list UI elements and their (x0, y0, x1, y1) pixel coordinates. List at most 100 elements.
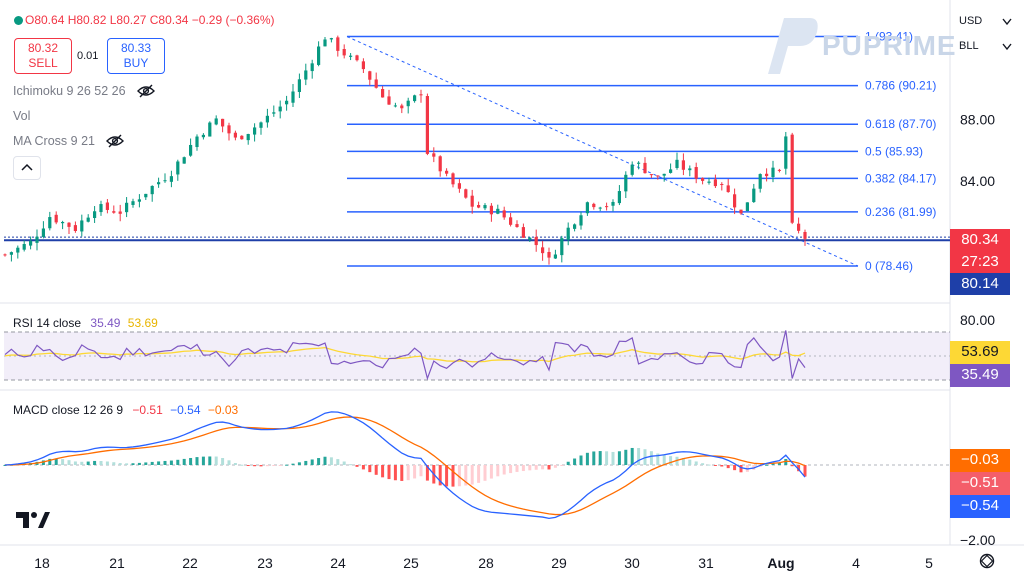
candle-body (150, 185, 154, 195)
rsi-label: RSI 14 close (13, 316, 82, 330)
fib-level-label: 0.618 (87.70) (865, 117, 936, 131)
sell-button[interactable]: 80.32 SELL (14, 38, 72, 74)
tradingview-logo-icon[interactable] (16, 510, 50, 530)
candle-body (131, 201, 135, 205)
last-price: 80.34 (961, 231, 999, 248)
candle-body (393, 105, 397, 107)
macd-histogram-bar (617, 451, 621, 465)
candle-body (790, 134, 794, 223)
buy-button[interactable]: 80.33 BUY (107, 38, 165, 74)
time-axis-label: 18 (34, 555, 50, 571)
macd-histogram-bar (41, 460, 45, 465)
candle-body (176, 161, 180, 175)
macd-histogram-bar (227, 460, 231, 465)
macd-histogram-bar (624, 449, 628, 465)
settings-gear-icon[interactable] (978, 552, 996, 570)
macd-histogram-bar (470, 465, 474, 485)
buy-label: BUY (123, 56, 149, 70)
macd-histogram-bar (329, 457, 333, 465)
candle-body (573, 224, 577, 229)
macd-histogram-bar (208, 456, 212, 465)
candle-body (73, 225, 77, 231)
candle-body (515, 224, 519, 228)
macd-histogram-bar (464, 465, 468, 486)
candle-body (560, 238, 564, 256)
macd-histogram-bar (707, 464, 711, 466)
macd-histogram-bar (342, 461, 346, 465)
indicator-vol[interactable]: Vol (13, 109, 30, 123)
macd-histogram-bar (400, 465, 404, 481)
chevron-down-icon (1002, 43, 1012, 51)
macd-histogram-bar (125, 463, 129, 465)
candle-body (355, 55, 359, 61)
macd-histogram-bar (662, 455, 666, 465)
candle-body (605, 206, 609, 208)
candle-body (291, 91, 295, 103)
macd-histogram-bar (784, 458, 788, 465)
macd-histogram-bar (144, 462, 148, 465)
candle-body (566, 227, 570, 240)
macd-histogram-bar (73, 461, 77, 465)
candle-body (745, 202, 749, 212)
macd-histogram-bar (713, 465, 717, 466)
macd-legend: MACD close 12 26 9 −0.51 −0.54 −0.03 (13, 403, 240, 417)
macd-histogram-bar (573, 458, 577, 465)
macd-histogram-bar (560, 465, 564, 466)
candle-body (259, 122, 263, 128)
macd-histogram-bar (649, 451, 653, 465)
unit-selector[interactable]: BLL (956, 35, 1016, 57)
rsi-ma-tag: 53.69 (950, 341, 1010, 364)
candle-body (502, 210, 506, 218)
indicator-ichimoku[interactable]: Ichimoku 9 26 52 26 (13, 84, 156, 98)
candle-body (675, 159, 679, 169)
candle-body (470, 195, 474, 207)
candle-body (233, 132, 237, 138)
eye-hidden-icon[interactable] (106, 134, 125, 148)
fib-level-label: 0.382 (84.17) (865, 171, 936, 185)
macd-histogram-bar (592, 451, 596, 465)
macd-histogram-bar (176, 459, 180, 465)
currency-selector[interactable]: USD (956, 10, 1016, 32)
macd-histogram-bar (438, 465, 442, 486)
candle-body (195, 136, 199, 148)
candle-body (387, 96, 391, 105)
macd-histogram-bar (579, 455, 583, 465)
candle-body (758, 174, 762, 189)
eye-hidden-icon[interactable] (137, 84, 156, 98)
rsi-legend: RSI 14 close 35.49 53.69 (13, 316, 160, 330)
macd-histogram-bar (457, 465, 461, 487)
macd-histogram-bar (521, 465, 525, 472)
candle-body (93, 211, 97, 219)
macd-histogram-bar (477, 465, 481, 483)
time-axis-label: 29 (551, 555, 567, 571)
rsi-band (4, 332, 950, 380)
candle-body (67, 222, 71, 227)
candle-body (336, 37, 340, 51)
macd-histogram-bar (105, 461, 109, 465)
spread-value: 0.01 (77, 50, 99, 62)
macd-histogram-bar (585, 452, 589, 465)
macd-histogram-bar (80, 461, 84, 465)
sell-label: SELL (28, 56, 58, 70)
candle-body (457, 183, 461, 189)
candle-body (739, 209, 743, 214)
puprime-logo-icon (768, 18, 818, 74)
price-axis-label: 84.00 (960, 173, 995, 189)
watermark: PUPRIME (822, 30, 957, 61)
candle-body (41, 228, 45, 237)
collapse-legend-button[interactable] (13, 156, 41, 180)
macd-histogram-bar (777, 462, 781, 465)
macd-histogram-bar (221, 458, 225, 465)
candle-body (272, 112, 276, 114)
macd-histogram-bar (137, 462, 141, 465)
market-status-icon (14, 16, 23, 25)
indicator-ma-cross[interactable]: MA Cross 9 21 (13, 134, 125, 148)
macd-histogram-bar (733, 465, 737, 471)
macd-histogram-bar (349, 464, 353, 466)
candle-body (534, 236, 538, 246)
candle-body (323, 39, 327, 47)
time-axis-label: 22 (182, 555, 198, 571)
currency-value: USD (959, 15, 983, 27)
candle-body (425, 96, 429, 154)
